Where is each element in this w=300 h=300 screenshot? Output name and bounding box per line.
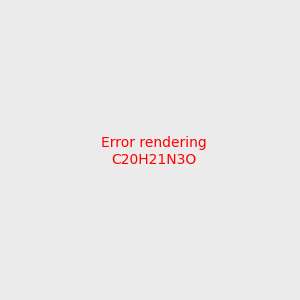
Text: Error rendering
C20H21N3O: Error rendering C20H21N3O — [101, 136, 207, 166]
